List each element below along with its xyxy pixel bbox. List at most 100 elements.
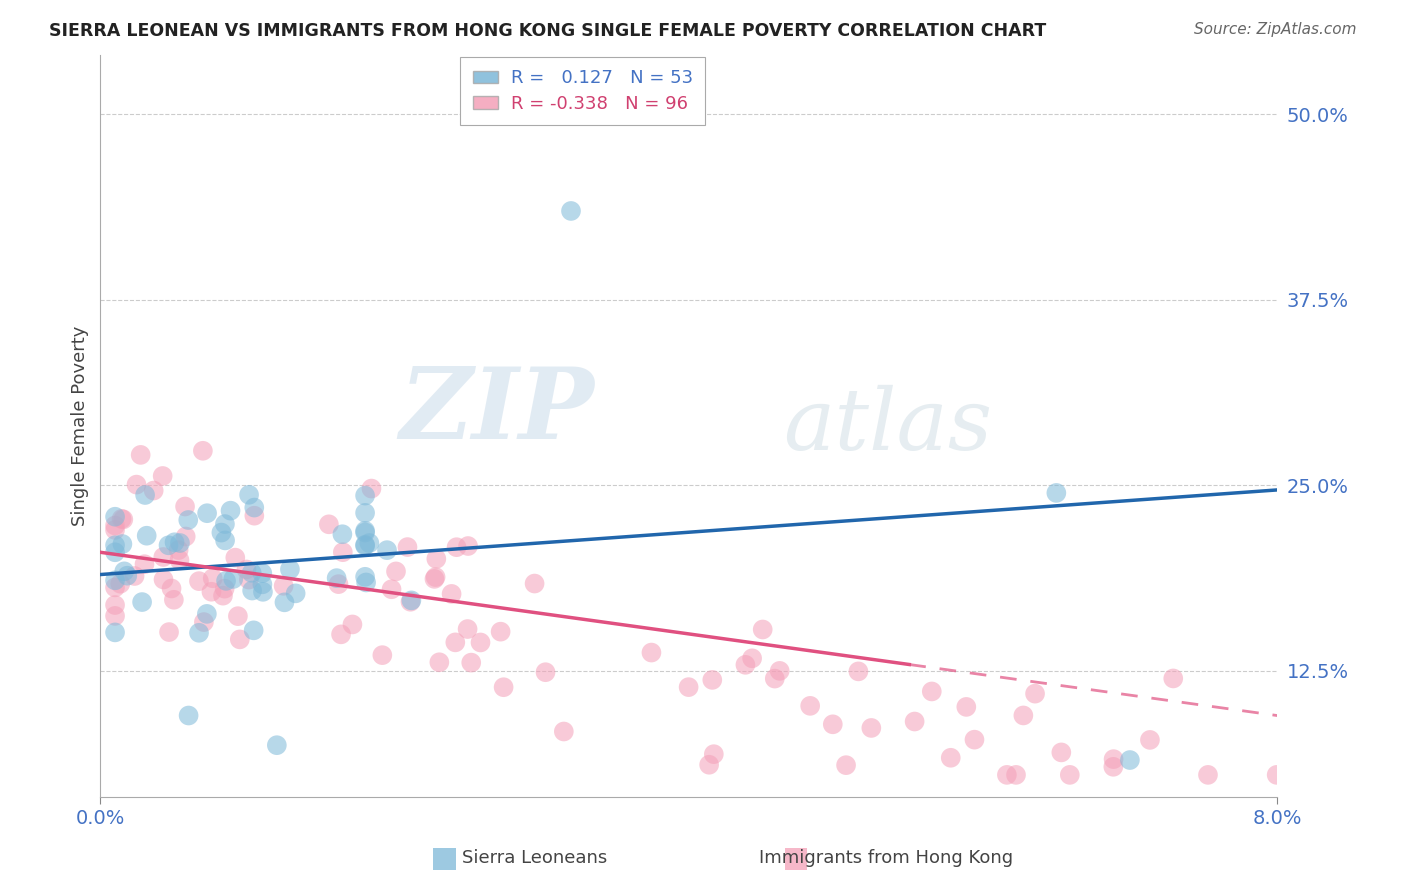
Point xyxy=(117,568,139,582)
Point xyxy=(152,573,174,587)
Point xyxy=(152,469,174,483)
Point xyxy=(360,482,382,496)
Point xyxy=(129,448,152,462)
Point xyxy=(104,518,127,533)
Point xyxy=(167,543,190,558)
Point xyxy=(169,553,191,567)
Legend: R =   0.127   N = 53, R = -0.338   N = 96: R = 0.127 N = 53, R = -0.338 N = 96 xyxy=(460,57,706,125)
Point xyxy=(741,651,763,665)
Point xyxy=(702,673,724,687)
Point xyxy=(963,732,986,747)
Point xyxy=(697,757,720,772)
Point xyxy=(243,508,266,523)
Point xyxy=(425,552,447,566)
Point xyxy=(342,617,364,632)
Point xyxy=(444,635,467,649)
Point xyxy=(354,575,377,590)
Point xyxy=(235,562,257,576)
Point xyxy=(396,540,419,554)
Point xyxy=(860,721,883,735)
Point xyxy=(110,512,132,526)
Point xyxy=(1139,732,1161,747)
Point xyxy=(201,571,224,585)
Point xyxy=(273,595,295,609)
Point xyxy=(821,717,844,731)
Point xyxy=(174,500,197,514)
Point xyxy=(330,627,353,641)
Point xyxy=(1012,708,1035,723)
Point xyxy=(124,569,146,583)
Point xyxy=(104,625,127,640)
Text: Source: ZipAtlas.com: Source: ZipAtlas.com xyxy=(1194,22,1357,37)
Point xyxy=(769,664,792,678)
Point xyxy=(104,608,127,623)
Point xyxy=(460,656,482,670)
Point xyxy=(243,500,266,515)
Point xyxy=(1161,672,1184,686)
Point xyxy=(751,623,773,637)
Point xyxy=(111,537,134,551)
Point xyxy=(240,583,263,598)
Point xyxy=(354,506,377,520)
Point xyxy=(135,529,157,543)
Point xyxy=(134,488,156,502)
Point xyxy=(1102,752,1125,766)
Point xyxy=(238,488,260,502)
Point xyxy=(904,714,927,729)
Point xyxy=(332,545,354,559)
Point xyxy=(125,477,148,491)
Point xyxy=(332,527,354,541)
Point xyxy=(229,632,252,647)
Point xyxy=(325,571,347,585)
Point xyxy=(489,624,512,639)
Point xyxy=(1265,768,1288,782)
Point xyxy=(193,615,215,629)
Point xyxy=(104,523,127,537)
Text: SIERRA LEONEAN VS IMMIGRANTS FROM HONG KONG SINGLE FEMALE POVERTY CORRELATION CH: SIERRA LEONEAN VS IMMIGRANTS FROM HONG K… xyxy=(49,22,1046,40)
Point xyxy=(835,758,858,772)
Point xyxy=(385,565,408,579)
Point xyxy=(169,536,191,550)
Point xyxy=(152,549,174,564)
Point xyxy=(112,512,135,526)
Point xyxy=(174,529,197,543)
Point xyxy=(921,684,943,698)
Point xyxy=(252,584,274,599)
Point xyxy=(177,513,200,527)
Point xyxy=(112,565,135,579)
Point xyxy=(191,443,214,458)
Point xyxy=(371,648,394,662)
Point xyxy=(492,680,515,694)
Point xyxy=(848,665,870,679)
Point xyxy=(214,533,236,548)
Point xyxy=(131,595,153,609)
Text: Sierra Leoneans: Sierra Leoneans xyxy=(461,849,607,867)
Point xyxy=(354,539,377,553)
Point xyxy=(440,587,463,601)
Point xyxy=(188,625,211,640)
Point xyxy=(240,566,263,580)
Point xyxy=(1050,745,1073,759)
Point xyxy=(425,570,447,584)
Point xyxy=(224,550,246,565)
Point xyxy=(560,204,582,219)
Point xyxy=(354,525,377,540)
Point xyxy=(219,503,242,517)
Point xyxy=(553,724,575,739)
Y-axis label: Single Female Poverty: Single Female Poverty xyxy=(72,326,89,526)
Point xyxy=(799,698,821,713)
Point xyxy=(359,536,381,550)
Point xyxy=(157,625,180,640)
Point xyxy=(242,624,264,638)
Point xyxy=(399,595,422,609)
Point xyxy=(214,582,236,596)
Point xyxy=(104,581,127,595)
Point xyxy=(1045,486,1067,500)
Point xyxy=(104,545,127,559)
Point xyxy=(955,699,977,714)
Point xyxy=(534,665,557,680)
Point xyxy=(163,592,186,607)
Point xyxy=(523,576,546,591)
Point xyxy=(142,483,165,498)
Point xyxy=(200,584,222,599)
